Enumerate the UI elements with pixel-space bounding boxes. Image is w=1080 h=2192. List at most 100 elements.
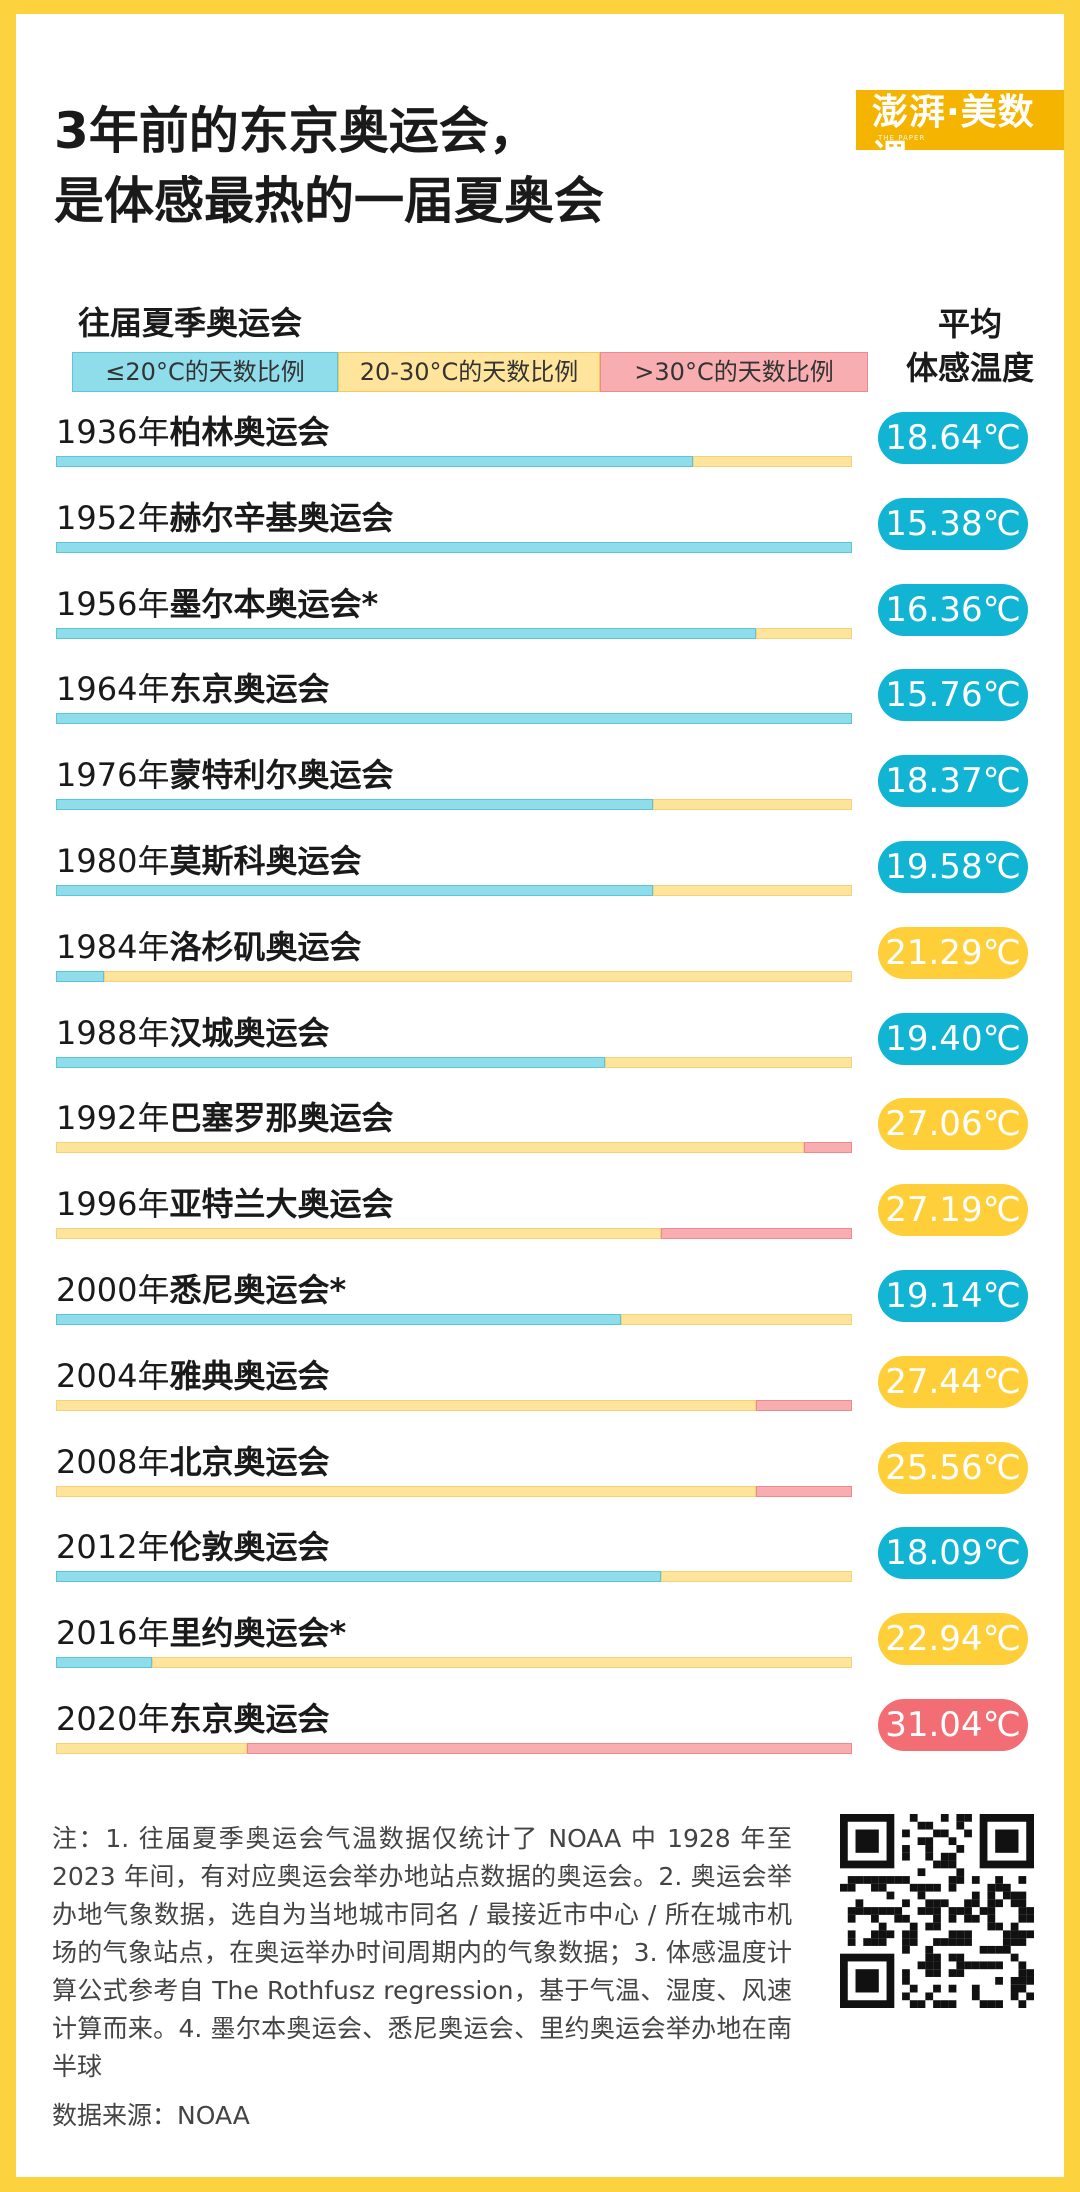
bar-segment-hot xyxy=(660,1228,852,1240)
bar-segment-mild xyxy=(605,1056,852,1068)
footnote: 注：1. 往届夏季奥运会气温数据仅统计了 NOAA 中 1928 年至 2023… xyxy=(52,1824,792,2081)
games-year: 1984年 xyxy=(56,927,170,966)
stacked-bar xyxy=(56,1571,852,1583)
bar-segment-mild xyxy=(56,1743,248,1754)
games-label: 1992年巴塞罗那奥运会 xyxy=(56,1096,393,1140)
temperature-badge: 18.09℃ xyxy=(878,1527,1028,1580)
bar-segment-cold xyxy=(56,541,852,553)
stacked-bar xyxy=(56,970,852,982)
games-name: 里约奥运会* xyxy=(169,1614,347,1653)
games-label: 1976年蒙特利尔奥运会 xyxy=(56,753,393,797)
page-title: 3年前的东京奥运会， 是体感最热的一届夏奥会 xyxy=(54,96,604,236)
title-line-1: 3年前的东京奥运会， xyxy=(54,102,539,160)
title-line-2: 是体感最热的一届夏奥会 xyxy=(54,172,604,230)
qr-code-icon[interactable] xyxy=(840,1814,1034,2008)
games-year: 1964年 xyxy=(56,670,170,709)
temperature-badge: 19.40℃ xyxy=(878,1012,1028,1065)
bar-segment-mild xyxy=(692,456,852,467)
games-name: 悉尼奥运会* xyxy=(169,1271,347,1309)
stacked-bar xyxy=(56,713,852,725)
bar-segment-cold xyxy=(56,799,653,811)
games-name: 东京奥运会 xyxy=(169,670,330,709)
bar-segment-cold xyxy=(56,627,757,639)
bar-segment-cold xyxy=(56,1314,622,1325)
stacked-bar xyxy=(56,627,852,639)
games-name: 雅典奥运会 xyxy=(169,1356,330,1395)
games-year: 2020年 xyxy=(56,1700,170,1738)
games-label: 1936年柏林奥运会 xyxy=(56,410,329,454)
temperature-badge: 25.56℃ xyxy=(878,1441,1028,1494)
bar-segment-mild xyxy=(56,1228,661,1240)
games-label: 1952年赫尔辛基奥运会 xyxy=(56,496,393,540)
games-name: 北京奥运会 xyxy=(169,1442,330,1481)
stacked-bar xyxy=(56,885,852,896)
bar-segment-mild xyxy=(621,1314,852,1325)
games-year: 1992年 xyxy=(56,1099,170,1138)
games-year: 2008年 xyxy=(56,1442,170,1481)
games-label: 1996年亚特兰大奥运会 xyxy=(56,1182,393,1226)
bar-segment-mild xyxy=(56,1485,757,1497)
games-name: 莫斯科奥运会 xyxy=(169,842,362,880)
games-year: 1996年 xyxy=(56,1185,170,1224)
games-label: 1980年莫斯科奥运会 xyxy=(56,839,361,883)
chart-row: 1984年洛杉矶奥运会 21.29℃ xyxy=(16,925,1064,1005)
temperature-badge: 27.19℃ xyxy=(878,1184,1028,1237)
games-label: 1988年汉城奥运会 xyxy=(56,1011,329,1055)
legend-cold: ≤20°C的天数比例 xyxy=(72,352,338,392)
brand-logo: 澎湃·美数课 THE PAPER xyxy=(856,90,1064,179)
chart-row: 1952年赫尔辛基奥运会 15.38℃ xyxy=(16,496,1064,576)
games-year: 2012年 xyxy=(56,1528,170,1567)
logo-text: 澎湃·美数课 xyxy=(872,92,1035,179)
infographic-card: 3年前的东京奥运会， 是体感最热的一届夏奥会 往届夏季奥运会 ≤20°C的天数比… xyxy=(16,14,1064,2177)
games-year: 1936年 xyxy=(56,413,170,451)
games-name: 墨尔本奥运会* xyxy=(169,584,379,623)
temperature-badge: 15.76℃ xyxy=(878,669,1028,722)
data-source: 数据来源：NOAA xyxy=(52,2101,250,2130)
logo-subtext: THE PAPER xyxy=(878,134,926,142)
bar-segment-cold xyxy=(56,1657,152,1669)
games-label: 1964年东京奥运会 xyxy=(56,667,329,711)
games-year: 1952年 xyxy=(56,498,170,537)
chart-row: 2000年悉尼奥运会* 19.14℃ xyxy=(16,1268,1064,1348)
chart-row: 1956年墨尔本奥运会* 16.36℃ xyxy=(16,582,1064,662)
bar-segment-cold xyxy=(56,885,653,896)
stacked-bar xyxy=(56,1485,852,1497)
temperature-badge: 19.14℃ xyxy=(878,1270,1028,1322)
column-header-line-1: 平均 xyxy=(937,305,1002,343)
temperature-badge: 15.38℃ xyxy=(878,497,1028,550)
chart-row: 2016年里约奥运会* 22.94℃ xyxy=(16,1611,1064,1691)
stacked-bar xyxy=(56,456,852,467)
temperature-badge: 21.29℃ xyxy=(878,926,1028,979)
chart-row: 1936年柏林奥运会 18.64℃ xyxy=(16,410,1064,490)
stacked-bar xyxy=(56,1399,852,1411)
games-year: 1988年 xyxy=(56,1013,170,1052)
stacked-bar xyxy=(56,1314,852,1325)
chart-row: 2008年北京奥运会 25.56℃ xyxy=(16,1440,1064,1520)
games-label: 1984年洛杉矶奥运会 xyxy=(56,925,361,969)
bar-segment-mild xyxy=(103,970,852,982)
chart-row: 2020年东京奥运会 31.04℃ xyxy=(16,1697,1064,1777)
temperature-badge: 18.64℃ xyxy=(878,412,1028,464)
games-year: 2000年 xyxy=(56,1271,170,1309)
temperature-badge: 22.94℃ xyxy=(878,1613,1028,1666)
bar-segment-mild xyxy=(756,627,852,639)
column-header-line-2: 体感温度 xyxy=(905,349,1034,387)
games-year: 1980年 xyxy=(56,842,170,880)
temperature-badge: 27.06℃ xyxy=(878,1098,1028,1151)
games-name: 蒙特利尔奥运会 xyxy=(169,756,394,795)
legend-mild: 20-30°C的天数比例 xyxy=(338,352,600,392)
chart-row: 1988年汉城奥运会 19.40℃ xyxy=(16,1011,1064,1091)
games-year: 1956年 xyxy=(56,584,170,623)
games-label: 2000年悉尼奥运会* xyxy=(56,1268,346,1312)
games-label: 2004年雅典奥运会 xyxy=(56,1354,329,1398)
games-label: 2016年里约奥运会* xyxy=(56,1611,346,1655)
temperature-badge: 27.44℃ xyxy=(878,1355,1028,1408)
stacked-bar xyxy=(56,799,852,811)
temperature-column-header: 平均 体感温度 xyxy=(890,302,1050,390)
bar-segment-mild xyxy=(653,885,852,896)
games-label: 1956年墨尔本奥运会* xyxy=(56,582,378,626)
games-name: 亚特兰大奥运会 xyxy=(169,1185,394,1224)
chart-row: 2004年雅典奥运会 27.44℃ xyxy=(16,1354,1064,1434)
stacked-bar xyxy=(56,1142,852,1154)
games-year: 2004年 xyxy=(56,1356,170,1395)
